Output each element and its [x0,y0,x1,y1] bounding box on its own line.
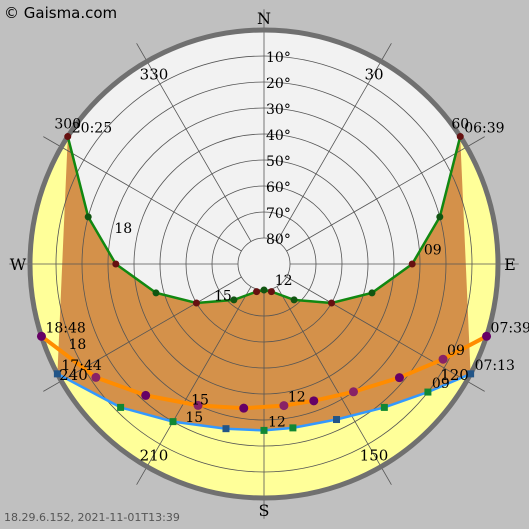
sun-path-marker [394,373,404,383]
time-label: 15 [191,393,209,409]
sun-path-marker [84,213,92,221]
horizon-rim [27,27,501,501]
azimuth-spoke [286,276,485,392]
sun-path-marker [368,289,376,297]
sun-path-marker [333,416,341,424]
timestamp-text: 18.29.6.152, 2021-11-01T13:39 [4,511,180,524]
altitude-label: 80° [266,232,291,248]
sun-path-marker [64,133,72,141]
sun-path-marker [260,286,268,294]
sun-path-marker [289,424,297,432]
time-label: 07:39 [491,320,529,336]
sun-path-marker [290,296,298,304]
time-label: 12 [275,273,293,289]
altitude-label: 20° [266,76,291,92]
altitude-label: 30° [266,102,291,118]
chart-labels: 10° 20° 30° 40° 50° 60° 70° 80° N E S W 30 120 150 210 2… [10,9,529,520]
altitude-label: 40° [266,128,291,144]
sun-path-marker [192,299,200,307]
azimuth-spoke [136,43,252,242]
sun-path-marker [152,289,160,297]
sun-path-marker [328,299,336,307]
direction-label: N [257,9,271,28]
sun-path-marker [53,370,61,378]
azimuth-end-label: 300 [54,117,81,133]
azimuth-label: 30 [364,65,383,83]
time-label: 09 [447,343,465,359]
sun-path-marker [309,396,319,406]
time-label: 12 [288,390,306,406]
sun-path-marker [117,403,125,411]
azimuth-label: 150 [360,447,389,465]
azimuth-end-label: 60 [451,117,469,133]
sun-path-marker [348,387,358,397]
sun-path-marker [260,426,268,434]
time-label: 15 [214,289,232,305]
azimuth-label: 210 [140,447,169,465]
sun-path-line [56,372,472,432]
time-label: 06:39 [464,121,504,137]
sun-path-marker [169,418,177,426]
sun-path-marker [193,400,203,410]
sun-path-marker [467,370,475,378]
sun-path-marker [424,388,432,396]
sun-band-zone [57,136,471,431]
time-label: 18 [68,337,86,353]
sun-path-marker [408,260,416,268]
azimuth-spoke [276,43,392,242]
sun-path-marker [436,213,444,221]
time-label: 18 [114,221,132,237]
altitude-label: 70° [266,206,291,222]
sun-path-marker [230,296,238,304]
time-label: 09 [432,376,450,392]
direction-label: E [504,255,516,274]
sun-path-marker [112,260,120,268]
azimuth-label: 330 [140,65,169,83]
credit-text: © Gaisma.com [4,4,117,22]
azimuth-spoke [286,136,485,252]
time-label: 12 [268,414,286,430]
direction-label: S [259,501,270,520]
time-label: 07:13 [475,358,515,374]
azimuth-spoke [276,286,392,485]
sun-path-marker [482,331,492,341]
polar-grid [9,9,519,519]
altitude-label: 50° [266,154,291,170]
sun-path-marker [267,288,275,296]
sun-path-marker [380,403,388,411]
direction-label: W [10,255,27,274]
azimuth-spoke [43,136,242,252]
azimuth-label: 120 [440,366,469,384]
sun-path-marker [253,288,261,296]
sun-path-marker [456,133,464,141]
azimuth-label: 240 [59,366,88,384]
time-label: 09 [424,243,442,259]
azimuth-spoke [136,286,252,485]
altitude-label: 60° [266,180,291,196]
time-label: 17:44 [61,358,101,374]
time-label: 20:25 [72,121,112,137]
sun-path-marker [91,372,101,382]
sun-path-marker [222,425,230,433]
time-label: 15 [185,410,203,426]
sun-path-marker [36,331,46,341]
time-label: 18:48 [45,320,85,336]
sun-path-marker [239,403,249,413]
sun-path-marker [279,401,289,411]
azimuth-spoke [43,276,242,392]
sun-path-marker [438,354,448,364]
altitude-label: 10° [266,50,291,66]
sun-paths [36,133,492,434]
sun-path-marker [141,390,151,400]
